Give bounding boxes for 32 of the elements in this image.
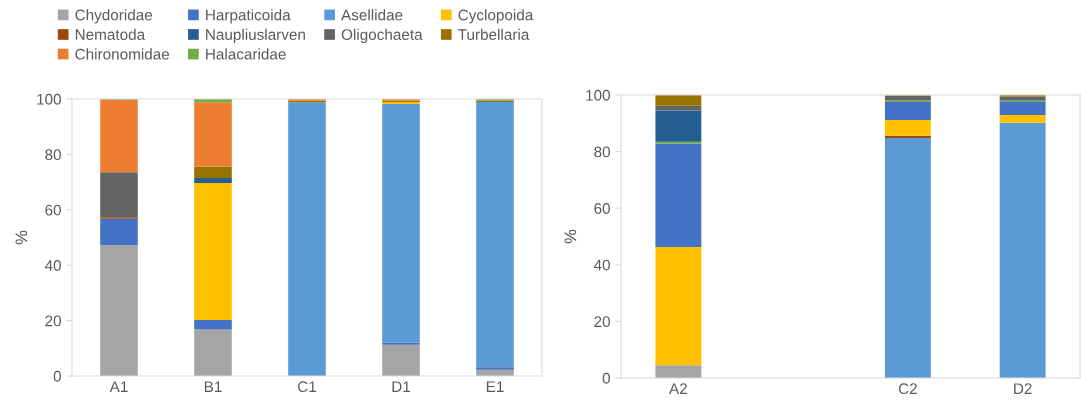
x-tick-label: A1 bbox=[109, 381, 128, 392]
y-tick-label: 80 bbox=[594, 146, 610, 158]
y-tick-label: 40 bbox=[44, 260, 61, 271]
legend-label: Naupliuslarven bbox=[206, 28, 305, 43]
legend-label: Harpaticoida bbox=[206, 9, 291, 24]
legend-label: Oligochaeta bbox=[341, 28, 423, 43]
y-axis-title: % bbox=[15, 230, 28, 245]
y-tick-label: 100 bbox=[586, 89, 610, 101]
legend-label: Nematoda bbox=[75, 28, 146, 40]
x-tick-label: B1 bbox=[204, 381, 222, 392]
x-tick-label: A2 bbox=[669, 383, 687, 394]
y-tick-label: 80 bbox=[45, 149, 61, 161]
y-tick-label: 20 bbox=[594, 316, 610, 328]
y-tick-label: 0 bbox=[602, 372, 610, 384]
y-tick-label: 20 bbox=[45, 315, 61, 327]
legend-label: Chironomidae bbox=[75, 48, 170, 60]
y-tick-label: 0 bbox=[53, 370, 61, 382]
x-tick-label: C1 bbox=[298, 381, 317, 393]
y-tick-label: 100 bbox=[37, 93, 61, 105]
y-axis-title: % bbox=[564, 229, 577, 244]
x-tick-label: C2 bbox=[898, 383, 917, 395]
legend-label: Turbellaria bbox=[458, 28, 530, 40]
y-tick-label: 60 bbox=[45, 204, 61, 216]
legend-label: Cyclopoida bbox=[458, 9, 534, 24]
x-tick-label: D2 bbox=[1014, 383, 1032, 394]
legend-label: Chydoridae bbox=[75, 9, 153, 24]
legend-label: Asellidae bbox=[341, 9, 403, 21]
x-tick-label: E1 bbox=[486, 381, 504, 392]
y-tick-label: 60 bbox=[594, 203, 610, 214]
legend-label: Halacaridae bbox=[206, 48, 286, 60]
x-tick-label: D1 bbox=[392, 381, 411, 392]
y-tick-label: 40 bbox=[593, 259, 610, 271]
